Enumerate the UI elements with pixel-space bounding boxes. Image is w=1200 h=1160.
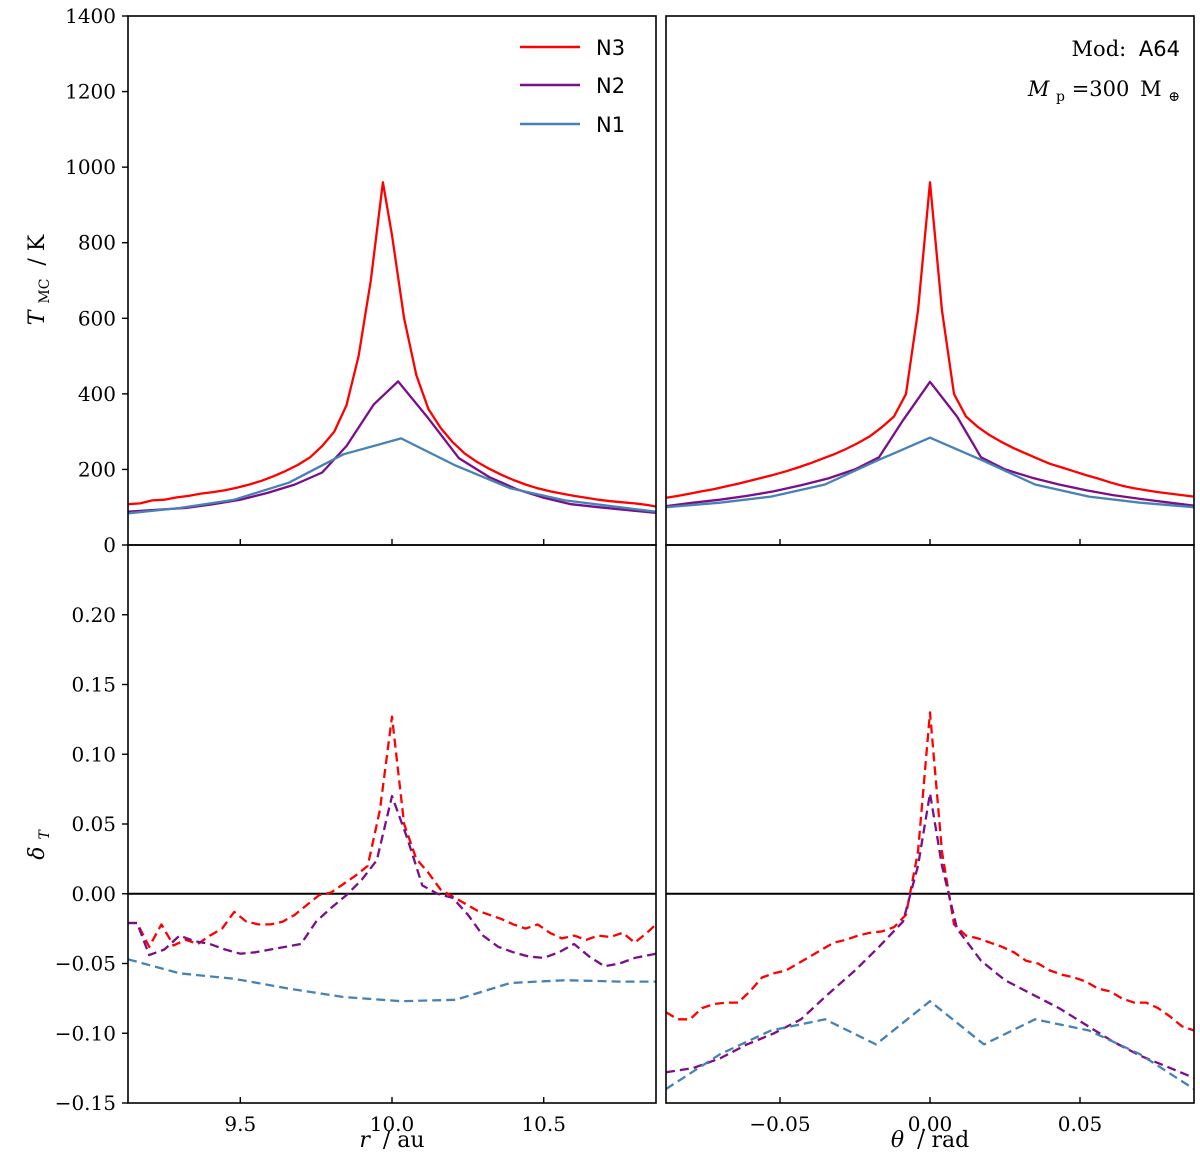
y-tick-label: 0.05 [71,812,116,836]
y-tick-label: −0.10 [55,1021,116,1045]
y-tick-label: 1000 [65,155,116,179]
model-label: Mod: A64 [1072,37,1180,61]
y-axis-label-top: T MC / K [25,234,55,325]
series-n2-bottom-left [128,794,656,968]
series-n3-bottom-right [666,711,1194,1032]
panel-bottom-right-plot [666,711,1194,1090]
y-tick-label: −0.05 [55,952,116,976]
series-n3-top-left [128,181,656,508]
y-tick-label: 200 [78,457,116,481]
series-n3-bottom-left [128,715,656,948]
x-tick-label: 9.5 [224,1112,256,1136]
y-axis-label-bottom: δ T [25,829,53,860]
y-tick-label: 0.15 [71,673,116,697]
series-n1-bottom-right [666,1000,1194,1090]
panel-bottom-left-plot [128,715,656,1003]
y-tick-label: 0.10 [71,742,116,766]
panel-bottom-right-frame [665,544,1195,1104]
y-tick-label: 600 [78,306,116,330]
y-tick-label: 800 [78,231,116,255]
series-n1-top-right [666,436,1194,509]
x-tick-label: −0.05 [749,1112,810,1136]
series-n1-bottom-left [128,958,656,1003]
x-axis-label-left: r / au [359,1128,424,1153]
x-axis-label-right: θ / rad [891,1128,969,1153]
y-tick-label: 0 [103,533,116,557]
legend-label-n2: N2 [596,74,625,98]
legend-label-n1: N1 [596,113,625,137]
series-n2-top-left [128,380,656,515]
planet-mass-label: M p =300 M ⊕ [1027,77,1180,106]
y-tick-label: 1200 [65,80,116,104]
y-tick-label: 1400 [65,4,116,28]
series-n2-bottom-right [666,792,1194,1079]
panel-top-left-plot [128,181,656,515]
x-tick-label: 0.05 [1058,1112,1103,1136]
y-tick-label: 0.20 [71,603,116,627]
panel-bottom-left-frame [127,544,657,1104]
x-tick-label: 0.00 [908,1112,953,1136]
legend-label-n3: N3 [596,36,625,60]
y-tick-label: 400 [78,382,116,406]
x-tick-label: 10.0 [370,1112,415,1136]
series-n2-top-right [666,380,1194,508]
series-n3-top-right [666,181,1194,499]
model-annotation: Mod: A64 M p =300 M ⊕ [1027,37,1180,106]
y-tick-label: −0.15 [55,1091,116,1115]
series-n1-top-left [128,437,656,515]
panel-top-left-frame [127,15,657,546]
x-tick-label: 10.5 [521,1112,566,1136]
y-tick-label: 0.00 [71,882,116,906]
legend: N3 N2 N1 [520,36,625,137]
panel-top-right-plot [666,181,1194,509]
